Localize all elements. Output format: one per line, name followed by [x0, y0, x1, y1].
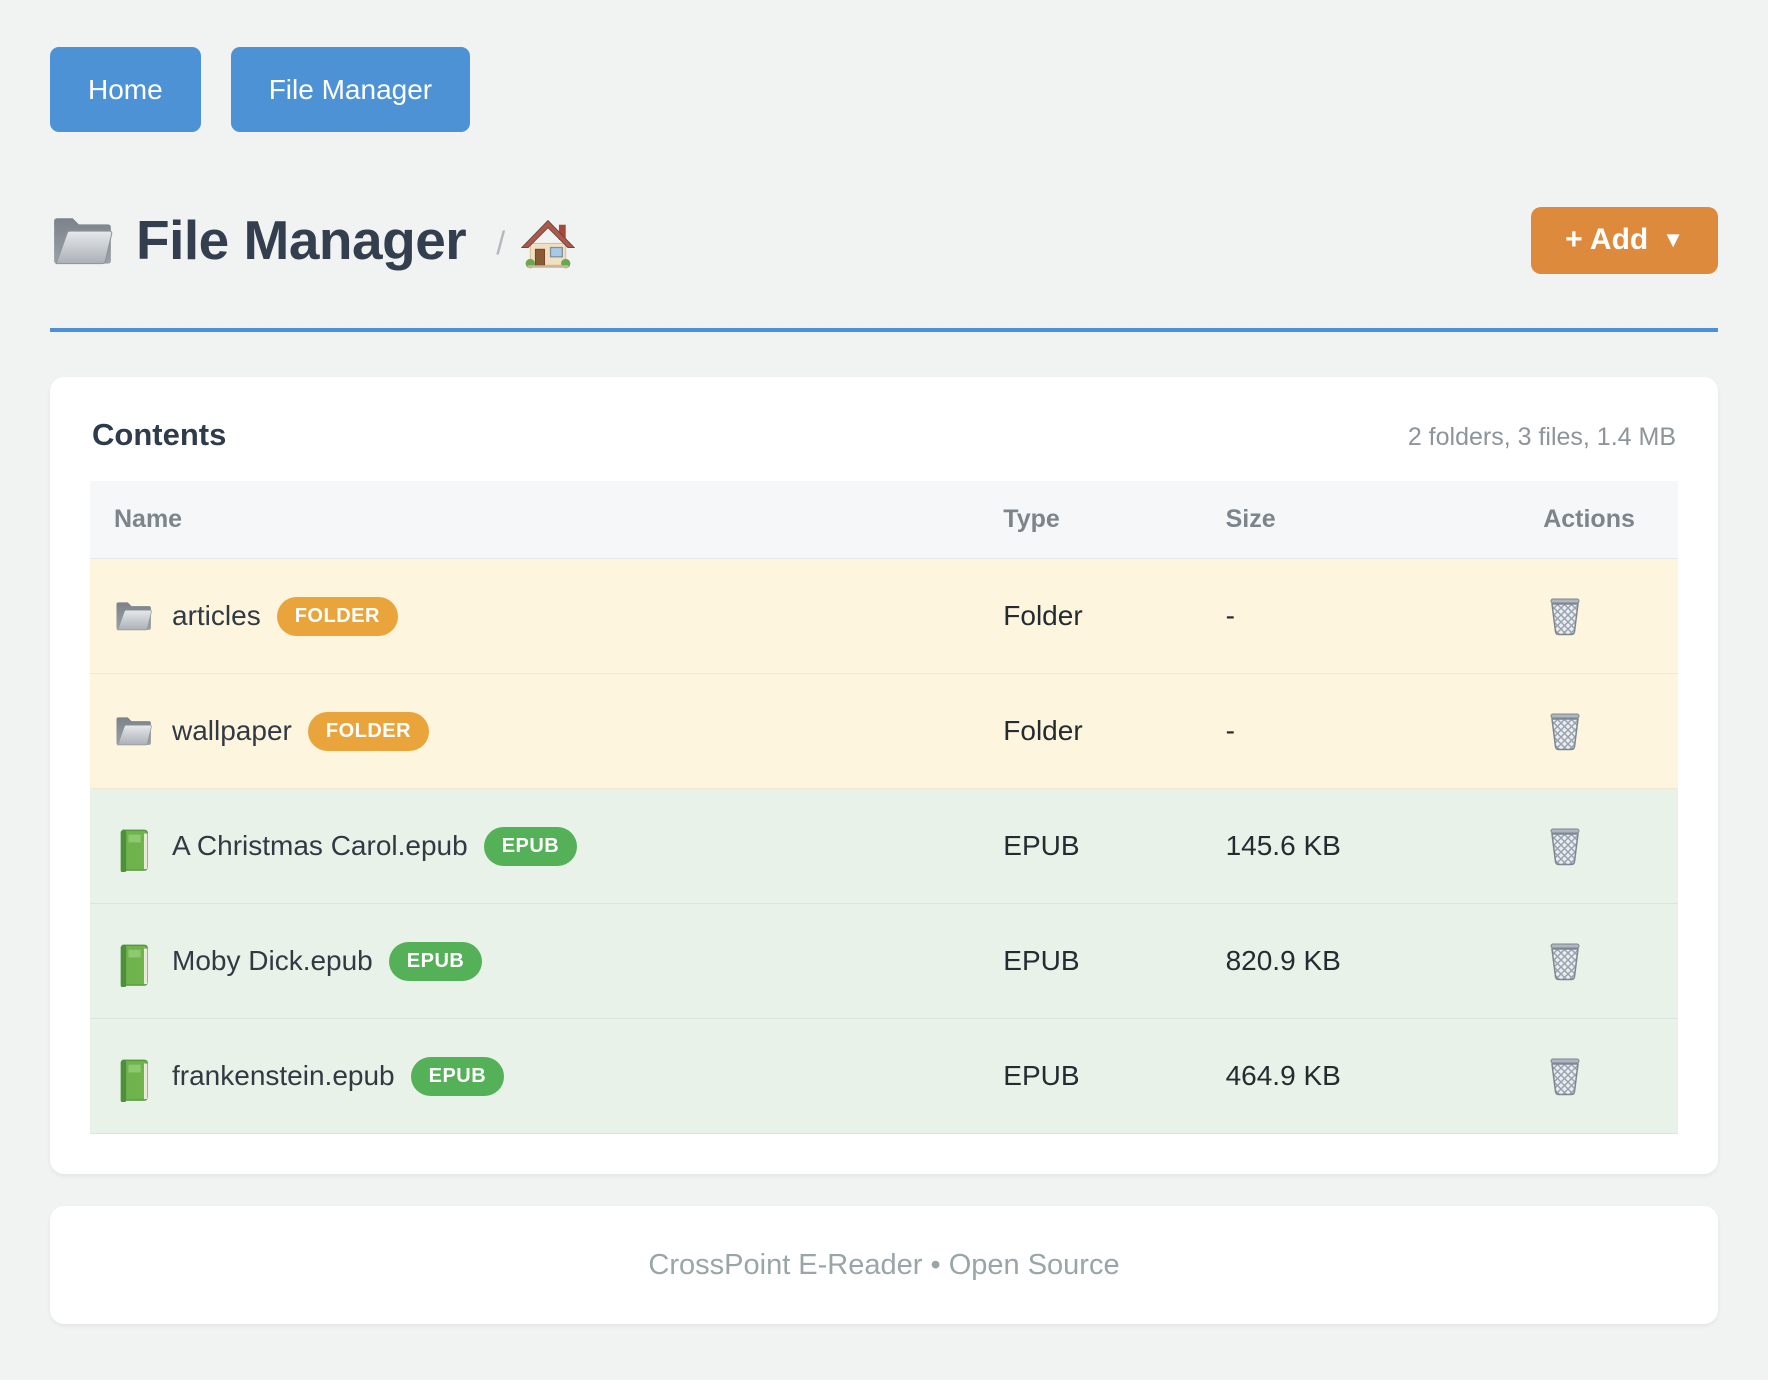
- table-row: Moby Dick.epub EPUB EPUB 820.9 KB: [90, 903, 1678, 1019]
- contents-card: Contents 2 folders, 3 files, 1.4 MB Name…: [50, 377, 1718, 1174]
- file-type: EPUB: [979, 1018, 1202, 1134]
- column-header-type: Type: [979, 481, 1202, 559]
- folder-badge: FOLDER: [307, 711, 430, 751]
- delete-button[interactable]: [1543, 820, 1587, 870]
- folder-icon: [114, 713, 154, 749]
- file-name[interactable]: articles: [172, 600, 261, 631]
- caret-down-icon: ▼: [1662, 227, 1684, 252]
- contents-heading: Contents: [92, 417, 227, 452]
- delete-button[interactable]: [1543, 705, 1587, 755]
- trash-icon: [1550, 713, 1580, 750]
- file-name[interactable]: wallpaper: [172, 715, 292, 746]
- epub-badge: EPUB: [483, 826, 578, 866]
- table-row: A Christmas Carol.epub EPUB EPUB 145.6 K…: [90, 788, 1678, 904]
- file-size: -: [1201, 673, 1520, 789]
- file-size: 145.6 KB: [1201, 788, 1520, 904]
- file-size: -: [1201, 558, 1520, 674]
- trash-icon: [1550, 1058, 1580, 1095]
- file-name[interactable]: Moby Dick.epub: [172, 945, 373, 976]
- book-icon: [114, 943, 154, 988]
- folder-icon: [114, 598, 154, 634]
- folder-icon: [50, 211, 116, 269]
- file-type: EPUB: [979, 903, 1202, 1019]
- file-type: EPUB: [979, 788, 1202, 904]
- footer-text: CrossPoint E-Reader • Open Source: [648, 1248, 1120, 1281]
- home-icon[interactable]: [520, 218, 576, 269]
- column-header-actions: Actions: [1519, 481, 1678, 559]
- table-row: wallpaper FOLDER Folder -: [90, 673, 1678, 789]
- nav-file-manager-button[interactable]: File Manager: [230, 47, 471, 132]
- file-type: Folder: [979, 558, 1202, 674]
- page-title: File Manager: [136, 209, 467, 271]
- nav-home-button[interactable]: Home: [50, 47, 201, 132]
- header-divider: [50, 328, 1718, 332]
- trash-icon: [1550, 598, 1580, 635]
- delete-button[interactable]: [1543, 935, 1587, 985]
- trash-icon: [1550, 828, 1580, 865]
- file-size: 464.9 KB: [1201, 1018, 1520, 1134]
- folder-badge: FOLDER: [276, 596, 398, 636]
- table-row: articles FOLDER Folder -: [90, 558, 1678, 674]
- trash-icon: [1550, 943, 1580, 980]
- delete-button[interactable]: [1543, 590, 1587, 640]
- page-header: File Manager / + Add ▼: [50, 194, 1718, 286]
- delete-button[interactable]: [1543, 1050, 1587, 1100]
- file-table: Name Type Size Actions: [90, 481, 1678, 1134]
- file-size: 820.9 KB: [1201, 903, 1520, 1019]
- column-header-name: Name: [90, 481, 980, 559]
- epub-badge: EPUB: [410, 1056, 505, 1096]
- book-icon: [114, 828, 154, 873]
- add-button-label: + Add: [1565, 223, 1649, 256]
- file-type: Folder: [979, 673, 1202, 789]
- add-button[interactable]: + Add ▼: [1531, 206, 1718, 274]
- column-header-size: Size: [1201, 481, 1520, 559]
- epub-badge: EPUB: [388, 941, 483, 981]
- card-head: Contents 2 folders, 3 files, 1.4 MB: [90, 417, 1678, 481]
- table-header-row: Name Type Size Actions: [90, 481, 1678, 559]
- file-name[interactable]: frankenstein.epub: [172, 1060, 395, 1091]
- table-row: frankenstein.epub EPUB EPUB 464.9 KB: [90, 1018, 1678, 1134]
- book-icon: [114, 1058, 154, 1103]
- title-wrap: File Manager /: [50, 208, 576, 272]
- breadcrumb-separator: /: [496, 224, 506, 261]
- file-name[interactable]: A Christmas Carol.epub: [172, 830, 468, 861]
- footer: CrossPoint E-Reader • Open Source: [50, 1206, 1718, 1324]
- contents-summary: 2 folders, 3 files, 1.4 MB: [1407, 423, 1676, 451]
- breadcrumb-nav: Home File Manager: [50, 47, 1718, 132]
